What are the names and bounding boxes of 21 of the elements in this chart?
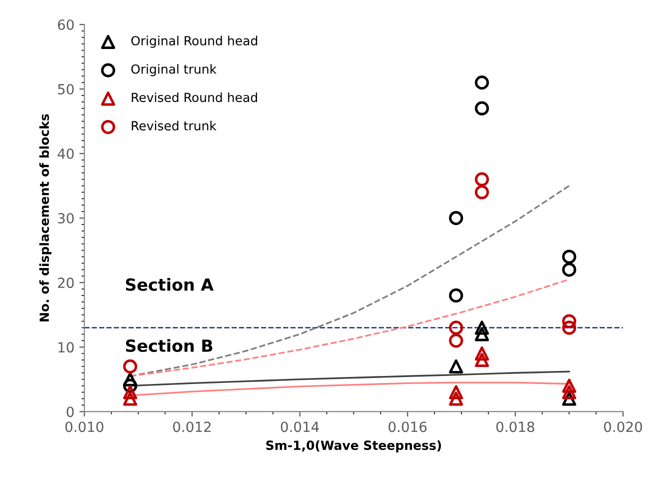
x-tick-label: 0.010: [65, 422, 104, 432]
x-tick-label: 0.018: [496, 422, 534, 432]
legend-label: Revised Round head: [132, 92, 258, 102]
x-axis-title: Sm-1,0(Wave Steepness): [266, 440, 441, 452]
y-tick-label: 0: [66, 406, 74, 418]
legend-label: Original Round head: [131, 36, 258, 48]
x-tick-label: 0.012: [173, 422, 211, 432]
y-tick-label: 30: [58, 213, 74, 224]
annotation: Section B: [126, 339, 212, 352]
y-tick-label: 60: [58, 19, 74, 30]
annotation: Section A: [126, 278, 214, 291]
legend-label: Original trunk: [131, 64, 217, 76]
y-tick-label: 50: [58, 84, 74, 94]
x-tick-label: 0.014: [280, 422, 319, 432]
y-tick-label: 10: [58, 342, 74, 353]
x-tick-label: 0.020: [604, 422, 642, 432]
legend-label: Revised trunk: [132, 120, 217, 130]
x-tick-label: 0.016: [388, 422, 427, 432]
y-tick-label: 40: [58, 148, 74, 160]
y-axis-title: No. of displacement of blocks: [39, 114, 52, 322]
y-tick-label: 20: [58, 278, 74, 288]
